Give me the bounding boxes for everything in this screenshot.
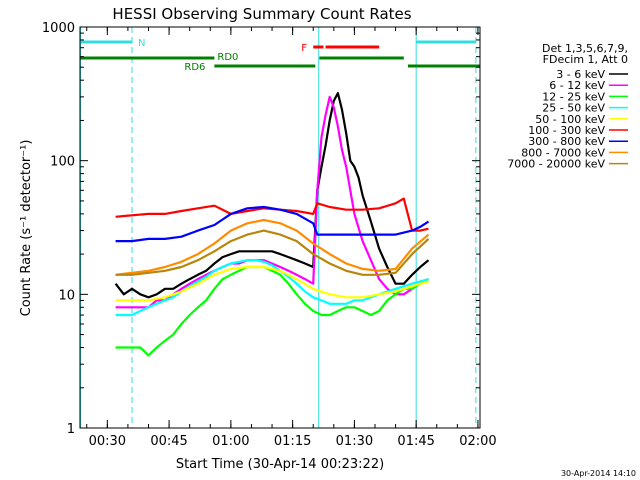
legend: Det 1,3,5,6,7,9,FDecim 1, Att 0 3 - 6 keV… xyxy=(507,42,628,171)
observing-intervals: N RD0 RD6 F xyxy=(80,27,480,428)
series-line-5 xyxy=(115,197,429,232)
legend-label: 12 - 25 keV xyxy=(542,90,605,103)
legend-header-line: Det 1,3,5,6,7,9, xyxy=(542,42,628,55)
legend-label: 25 - 50 keV xyxy=(542,102,605,115)
x-tick-label: 01:15 xyxy=(274,434,311,449)
chart-title: HESSI Observing Summary Count Rates xyxy=(112,5,411,23)
night-label: N xyxy=(138,38,145,49)
x-tick-label: 00:30 xyxy=(89,434,126,449)
legend-label: 800 - 7000 keV xyxy=(521,146,605,159)
legend-label: 50 - 100 keV xyxy=(535,113,605,126)
rd6-label: RD6 xyxy=(184,62,205,73)
series-line-7 xyxy=(115,218,430,276)
x-tick-label: 02:00 xyxy=(459,434,496,449)
legend-label: 7000 - 20000 keV xyxy=(507,158,605,171)
series-line-0 xyxy=(114,91,430,299)
legend-header-line: FDecim 1, Att 0 xyxy=(543,53,628,66)
x-tick-label: 01:00 xyxy=(212,434,249,449)
y-tick-label: 1000 xyxy=(42,21,75,36)
x-tick-label: 00:45 xyxy=(150,434,187,449)
series-line-4 xyxy=(115,265,429,302)
legend-label: 3 - 6 keV xyxy=(556,68,605,81)
y-tick-label: 100 xyxy=(50,155,75,170)
legend-label: 6 - 12 keV xyxy=(549,79,605,92)
x-axis-label: Start Time (30-Apr-14 00:23:22) xyxy=(176,457,384,472)
rd0-label: RD0 xyxy=(217,52,238,63)
x-tick-label: 01:45 xyxy=(397,434,434,449)
plot-frame xyxy=(79,26,481,429)
axes: 00:30 00:45 01:00 01:15 01:30 01:45 02:00 1 10 10… xyxy=(42,21,497,449)
y-axis-label: Count Rate (s⁻¹ detector⁻¹) xyxy=(19,140,34,317)
legend-label: 100 - 300 keV xyxy=(528,124,605,137)
flare-label: F xyxy=(301,43,307,54)
series-line-8 xyxy=(115,229,430,276)
plot-timestamp: 30-Apr-2014 14:10 xyxy=(561,469,636,478)
series-line-2 xyxy=(115,265,430,357)
series-layer xyxy=(114,91,430,357)
y-tick-label: 1 xyxy=(67,422,75,437)
y-tick-label: 10 xyxy=(58,288,75,303)
x-tick-label: 01:30 xyxy=(336,434,373,449)
series-line-6 xyxy=(115,205,430,243)
legend-label: 300 - 800 keV xyxy=(528,135,605,148)
